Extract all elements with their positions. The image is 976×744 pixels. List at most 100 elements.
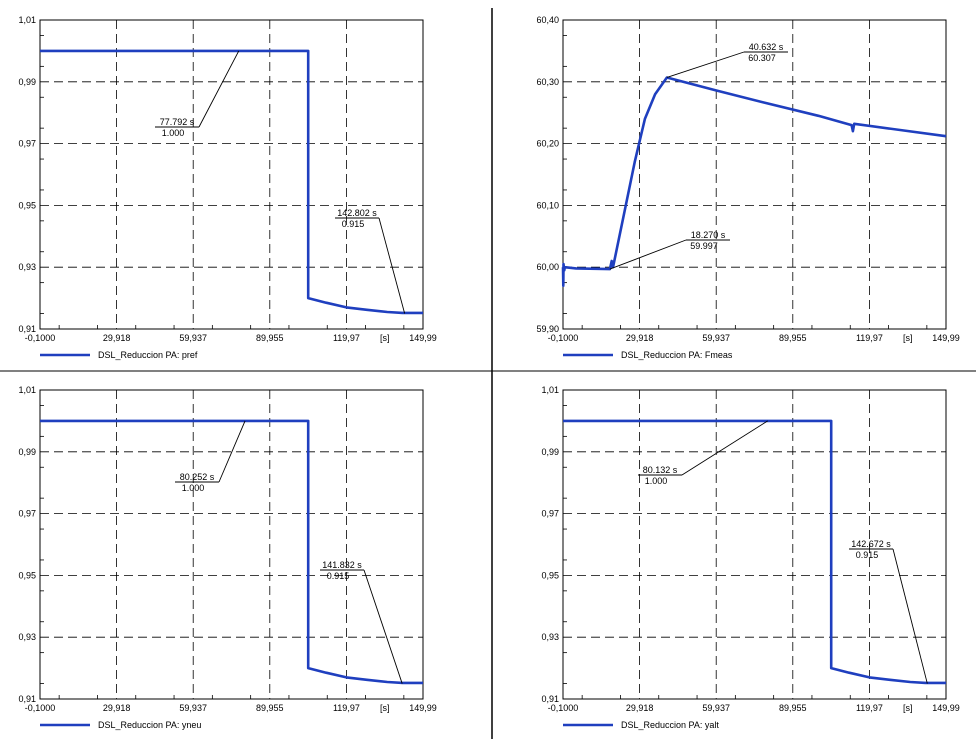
annotation-value: 0.915 xyxy=(327,571,350,581)
series-line xyxy=(40,419,423,685)
y-tick-label: 0,91 xyxy=(18,324,36,334)
plot-frame xyxy=(562,389,947,700)
y-tick-label: 0,91 xyxy=(541,694,559,704)
legend-label: DSL_Reduccion PA: yneu xyxy=(98,720,201,730)
x-tick-label: 59,937 xyxy=(179,703,207,713)
y-tick-label: 60,10 xyxy=(536,200,559,210)
annotation-time: 77.792 s xyxy=(160,117,195,127)
x-tick-label: 29,918 xyxy=(103,703,131,713)
annotation-value: 0.915 xyxy=(342,219,365,229)
annotation-leader xyxy=(609,239,687,270)
annotation-leader xyxy=(198,50,240,128)
data-annotation: 80.132 s1.000 xyxy=(638,420,768,486)
x-tick-label: 149,99 xyxy=(932,703,960,713)
x-tick-label: 29,918 xyxy=(626,333,654,343)
annotation-time: 18.270 s xyxy=(691,230,726,240)
x-tick-label: -0,1000 xyxy=(25,333,56,343)
annotation-value: 60.307 xyxy=(748,53,776,63)
series-line xyxy=(561,76,947,288)
y-tick-label: 0,93 xyxy=(541,632,559,642)
legend-label: DSL_Reduccion PA: yalt xyxy=(621,720,719,730)
y-tick-label: 60,20 xyxy=(536,139,559,149)
y-tick-label: 0,99 xyxy=(18,447,36,457)
data-annotation: 142.802 s0.915 xyxy=(335,208,406,314)
y-tick-label: 1,01 xyxy=(18,15,36,25)
x-unit-label: [s] xyxy=(380,333,390,343)
y-tick-label: 60,30 xyxy=(536,77,559,87)
annotation-leader xyxy=(378,217,406,314)
legend-label: DSL_Reduccion PA: pref xyxy=(98,350,198,360)
data-annotation: 141.832 s0.915 xyxy=(320,560,403,684)
x-tick-label: 59,937 xyxy=(179,333,207,343)
x-tick-label: 89,955 xyxy=(779,703,807,713)
x-unit-label: [s] xyxy=(380,703,390,713)
chart-panel-top-left: 1,01 0,99 0,97 0,95 0,93 0,91-0,1000 29,918 59,… xyxy=(18,15,436,360)
annotation-time: 80.252 s xyxy=(180,472,215,482)
y-tick-label: 0,95 xyxy=(541,570,559,580)
x-tick-label: -0,1000 xyxy=(548,703,579,713)
data-annotation: 40.632 s60.307 xyxy=(666,42,788,78)
y-tick-label: 0,97 xyxy=(18,509,36,519)
x-tick-label: 89,955 xyxy=(256,703,284,713)
annotation-value: 1.000 xyxy=(645,476,668,486)
annotation-value: 1.000 xyxy=(182,483,205,493)
y-tick-label: 60,00 xyxy=(536,262,559,272)
x-tick-label: 89,955 xyxy=(256,333,284,343)
y-tick-label: 0,95 xyxy=(18,200,36,210)
annotation-leader xyxy=(218,420,246,483)
y-tick-label: 0,95 xyxy=(18,570,36,580)
annotation-time: 142.672 s xyxy=(851,539,891,549)
y-tick-label: 0,99 xyxy=(18,77,36,87)
y-tick-label: 1,01 xyxy=(18,385,36,395)
data-annotation: 142.672 s0.915 xyxy=(849,539,928,684)
y-tick-label: 59,90 xyxy=(536,324,559,334)
x-tick-label: 119,97 xyxy=(856,703,883,713)
annotation-time: 40.632 s xyxy=(749,42,784,52)
x-tick-label: -0,1000 xyxy=(25,703,56,713)
y-tick-label: 60,40 xyxy=(536,15,559,25)
annotation-time: 142.802 s xyxy=(337,208,377,218)
x-tick-label: 29,918 xyxy=(103,333,131,343)
x-tick-label: 149,99 xyxy=(409,703,437,713)
y-tick-label: 0,91 xyxy=(18,694,36,704)
y-tick-label: 0,97 xyxy=(18,139,36,149)
annotation-leader xyxy=(666,51,745,78)
chart-panel-top-right: 60,40 60,30 60,20 60,10 60,00 59,90-0,1000 29,… xyxy=(536,15,959,360)
annotation-value: 1.000 xyxy=(162,128,185,138)
x-tick-label: 149,99 xyxy=(932,333,960,343)
chart-panel-bottom-left: 1,01 0,99 0,97 0,95 0,93 0,91-0,1000 29,918 59,… xyxy=(18,385,436,730)
chart-panel-bottom-right: 1,01 0,99 0,97 0,95 0,93 0,91-0,1000 29,918 59,… xyxy=(541,385,959,730)
x-unit-label: [s] xyxy=(903,333,913,343)
y-tick-label: 0,97 xyxy=(541,509,559,519)
y-tick-label: 0,93 xyxy=(18,262,36,272)
x-tick-label: 119,97 xyxy=(333,703,360,713)
y-tick-label: 0,93 xyxy=(18,632,36,642)
plot-frame xyxy=(39,19,424,330)
x-tick-label: 89,955 xyxy=(779,333,807,343)
x-unit-label: [s] xyxy=(903,703,913,713)
series-line xyxy=(40,49,423,315)
x-tick-label: 119,97 xyxy=(333,333,360,343)
x-tick-label: 119,97 xyxy=(856,333,883,343)
annotation-leader xyxy=(681,420,768,476)
annotation-time: 80.132 s xyxy=(643,465,678,475)
x-tick-label: 29,918 xyxy=(626,703,654,713)
x-tick-label: 59,937 xyxy=(702,703,730,713)
annotation-value: 0.915 xyxy=(856,550,879,560)
series-line xyxy=(563,419,946,685)
y-tick-label: 1,01 xyxy=(541,385,559,395)
x-tick-label: 149,99 xyxy=(409,333,437,343)
plot-frame xyxy=(562,19,947,330)
data-annotation: 77.792 s1.000 xyxy=(155,50,240,138)
annotation-time: 141.832 s xyxy=(322,560,362,570)
annotation-value: 59.997 xyxy=(690,241,718,251)
y-tick-label: 0,99 xyxy=(541,447,559,457)
data-annotation: 18.270 s59.997 xyxy=(609,230,730,270)
annotation-leader xyxy=(363,569,403,684)
plot-frame xyxy=(39,389,424,700)
annotation-leader xyxy=(892,548,928,684)
x-tick-label: 59,937 xyxy=(702,333,730,343)
legend-label: DSL_Reduccion PA: Fmeas xyxy=(621,350,733,360)
